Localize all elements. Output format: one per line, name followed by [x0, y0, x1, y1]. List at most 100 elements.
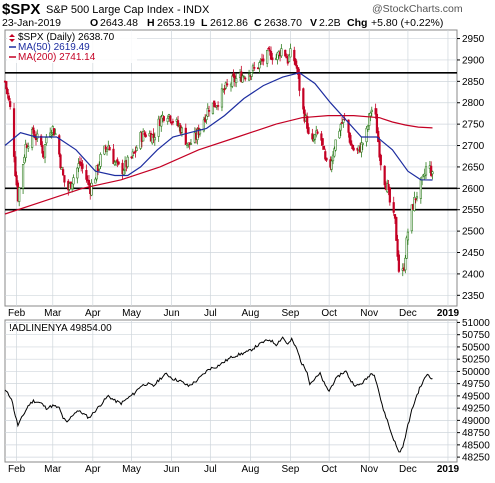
candle-up	[231, 75, 234, 87]
price-x-tick-label: Aug	[241, 308, 259, 319]
adline-x-tick-label: Aug	[241, 464, 259, 475]
candle-up	[45, 137, 48, 144]
price-y-tick-label: 2500	[462, 227, 485, 238]
adline-y-tick-label: 51000	[462, 318, 490, 329]
candle-down	[392, 202, 395, 213]
candle-up	[205, 115, 208, 120]
candle-up	[94, 178, 97, 184]
price-y-tick-label: 2350	[462, 291, 485, 302]
high-value: 2653.19	[157, 17, 195, 29]
price-x-tick-label: Nov	[360, 308, 378, 319]
candle-up	[122, 170, 125, 175]
watermark: @StockCharts.com	[372, 3, 463, 15]
adline-x-tick-label: Sep	[282, 464, 300, 475]
candle-down	[5, 81, 8, 90]
adline-x-tick-label: Jun	[164, 464, 180, 475]
adline-x-tick-label: Oct	[321, 464, 337, 475]
price-x-tick-label: Jun	[164, 308, 180, 319]
price-legend: $SPX (Daily) 2638.70 MA(50) 2619.49 MA(2…	[7, 31, 137, 63]
candle-up	[242, 76, 246, 78]
adline-y-tick-label: 50250	[462, 355, 490, 366]
legend-ma50: MA(50) 2619.49	[18, 42, 90, 53]
open-value: 2643.48	[100, 17, 138, 29]
candle-up	[27, 146, 30, 149]
candle-down	[12, 108, 16, 157]
candle-up	[151, 134, 154, 144]
price-x-tick-label: May	[122, 308, 141, 319]
candle-up	[211, 102, 215, 114]
close-label: C	[254, 17, 262, 29]
candle-down	[297, 67, 300, 75]
candle-up	[360, 142, 363, 153]
candle-up	[23, 156, 26, 164]
candle-up	[266, 50, 269, 64]
legend-box	[7, 31, 137, 63]
price-x-tick-label: Apr	[85, 308, 101, 319]
candle-down	[121, 162, 124, 175]
volume-label: V	[310, 17, 317, 29]
candle-down	[85, 170, 88, 180]
candle-down	[108, 146, 111, 151]
candle-down	[350, 140, 353, 146]
legend-ma200: MA(200) 2741.14	[18, 52, 96, 63]
candle-up	[142, 131, 145, 142]
price-x-tick-label: 2019	[437, 308, 460, 319]
candle-up	[415, 196, 419, 199]
adline-y-tick-label: 49000	[462, 416, 490, 427]
candle-up	[338, 130, 341, 139]
candle-down	[41, 145, 44, 154]
candle-down	[244, 77, 247, 80]
candle-up	[31, 129, 34, 148]
candle-down	[176, 120, 180, 127]
candle-down	[184, 127, 187, 145]
low-label: L	[201, 17, 208, 29]
candle-down	[378, 141, 381, 158]
candle-down	[430, 165, 433, 176]
price-y-tick-label: 2850	[462, 77, 485, 88]
candle-up	[126, 156, 129, 167]
candle-down	[269, 51, 273, 60]
adline-y-tick-label: 50000	[462, 367, 490, 378]
candle-up	[36, 133, 39, 139]
candle-down	[302, 88, 305, 110]
candle-down	[320, 133, 323, 141]
candle-down	[396, 239, 399, 257]
candle-down	[387, 183, 390, 191]
header-dash: -	[177, 4, 181, 16]
candle-up	[313, 134, 317, 140]
candle-up	[224, 82, 227, 89]
candle-down	[6, 88, 9, 95]
candle-up	[413, 197, 416, 211]
candle-up	[312, 139, 315, 141]
adline-y-tick-label: 50750	[462, 330, 490, 341]
candle-down	[213, 100, 216, 107]
price-x-tick-label: Oct	[321, 308, 337, 319]
candle-up	[247, 73, 251, 81]
adline-x-tick-label: 2019	[437, 464, 460, 475]
candle-down	[232, 73, 235, 77]
candle-down	[347, 119, 350, 133]
adline-series	[4, 336, 433, 453]
candle-up	[289, 48, 292, 58]
price-y-tick-label: 2400	[462, 269, 485, 280]
candle-up	[18, 187, 21, 202]
price-x-ticks: Feb Mar Apr May Jun Jul Aug Sep Oct Nov Dec 2019	[8, 308, 460, 319]
candle-down	[32, 127, 35, 134]
candle-up	[202, 119, 205, 132]
candle-down	[162, 116, 165, 121]
candle-down	[348, 132, 351, 143]
candle-up	[105, 148, 109, 152]
candle-down	[321, 138, 324, 146]
candle-up	[167, 114, 171, 117]
candle-down	[207, 110, 211, 112]
support-resistance-lines	[5, 71, 457, 211]
candle-down	[324, 151, 327, 160]
candle-up	[258, 62, 261, 69]
price-x-tick-label: Dec	[399, 308, 417, 319]
candle-up	[180, 127, 184, 133]
candle-down	[104, 146, 107, 150]
candle-down	[374, 108, 377, 115]
